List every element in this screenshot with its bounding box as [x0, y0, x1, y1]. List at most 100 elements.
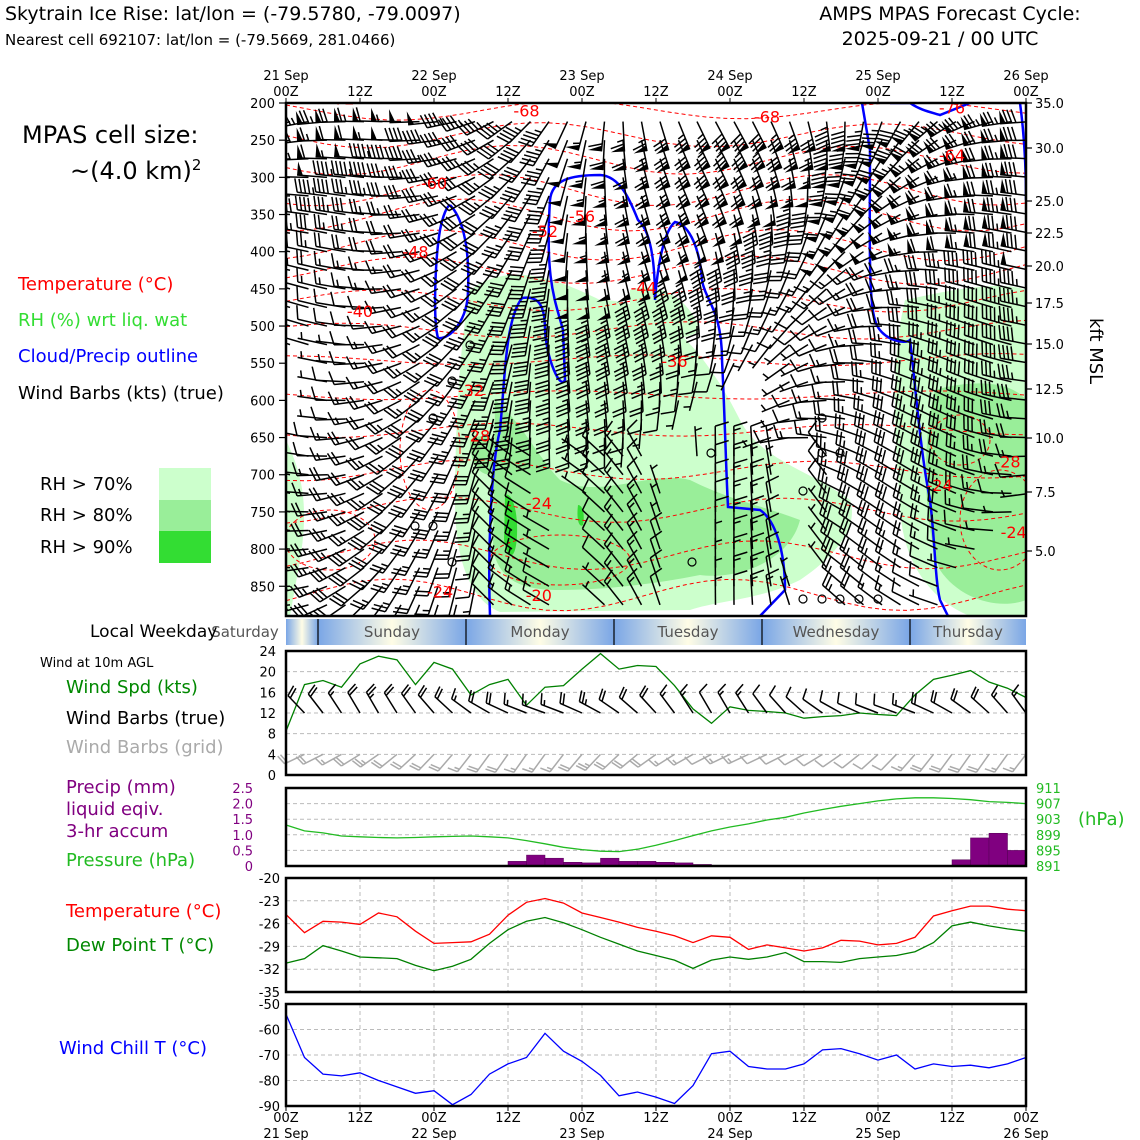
barb-full [307, 197, 311, 212]
barb-full [491, 321, 506, 325]
barb-full [839, 553, 847, 568]
barb-full [711, 133, 723, 145]
barb-flag [279, 163, 285, 177]
barb-half [766, 575, 774, 581]
barb-half [733, 427, 741, 432]
top-time-hour: 12Z [791, 85, 817, 100]
wind-barb [779, 362, 809, 377]
barb-full [614, 392, 628, 400]
barb-shaft [504, 513, 531, 532]
wind-barb [334, 142, 365, 160]
barb-full [474, 439, 489, 442]
barb-full [826, 175, 841, 179]
barb-full [980, 249, 984, 264]
wind-barb [626, 437, 643, 476]
barb-full [369, 240, 376, 254]
barb-full [460, 162, 473, 174]
wind-barb [370, 107, 402, 123]
barb-full [531, 317, 546, 322]
barb-full [403, 394, 417, 404]
barb-full [793, 419, 798, 434]
wind-barb [348, 217, 383, 234]
barb-full [388, 468, 403, 476]
wind-barb [765, 475, 780, 513]
barb-shaft [473, 251, 495, 275]
wind-barb [371, 585, 402, 613]
barb-full [467, 301, 482, 308]
barb-shaft [603, 288, 611, 319]
barb-half [371, 345, 377, 353]
surface-barb [327, 683, 343, 714]
contour-label: -24 [427, 582, 453, 601]
barb-full [464, 329, 479, 334]
barb-full [603, 550, 614, 564]
barb-half [396, 408, 403, 414]
barb-half [542, 417, 550, 421]
wind-barb [382, 362, 420, 379]
barb-full [483, 145, 496, 155]
barb-full [461, 223, 475, 233]
barb-full [626, 437, 638, 449]
barb-flag [782, 182, 796, 191]
barb-full [401, 189, 410, 203]
barb-shaft [507, 437, 513, 468]
barb-shaft [757, 307, 772, 335]
wind-barb [807, 457, 828, 494]
barb-shaft [480, 344, 495, 373]
barb-full [426, 376, 441, 384]
barb-shaft [333, 362, 365, 366]
barb-full [273, 559, 279, 572]
barb-full [405, 130, 414, 144]
barb-full [465, 241, 479, 250]
wind-barb [765, 512, 780, 550]
barb-shaft [471, 583, 495, 606]
barb-half [367, 150, 371, 159]
wind-barb [789, 343, 827, 357]
barb-full [626, 419, 638, 431]
barb-shaft [352, 230, 383, 234]
barb-full [554, 462, 569, 469]
barb-full [330, 492, 342, 505]
barb-full [708, 280, 722, 289]
barb-full [419, 256, 431, 268]
barb-full [653, 156, 667, 167]
barb-full [507, 273, 522, 277]
barb-shaft [487, 437, 513, 457]
barb-full [455, 536, 470, 539]
barb-full [420, 276, 432, 288]
barb-full [974, 252, 977, 267]
barb-shaft [805, 269, 828, 294]
barb-shaft [338, 548, 365, 567]
barb-shaft [468, 586, 476, 616]
barb-full [419, 235, 431, 247]
barb-full [827, 333, 835, 348]
barb-shaft [370, 232, 402, 236]
barb-full [369, 503, 383, 512]
wind-barb [295, 213, 328, 234]
barb-full [392, 485, 406, 493]
wind-barb [504, 500, 531, 532]
barb-full [791, 212, 806, 217]
barb-full [382, 245, 391, 259]
wind-barb [574, 251, 589, 283]
barb-shaft [764, 362, 790, 382]
barb-full [603, 457, 614, 471]
barb-half [298, 468, 302, 476]
barb-shaft [603, 450, 624, 476]
barb-shaft [603, 432, 624, 457]
wind-barb [331, 178, 365, 197]
barb-full [317, 108, 324, 123]
barb-half [535, 148, 543, 153]
wind-barb [485, 288, 513, 317]
barb-shaft [522, 533, 550, 550]
barb-full [934, 323, 938, 338]
barb-shaft [427, 176, 457, 188]
barb-full [374, 163, 381, 178]
wind-ytick-label: 12 [259, 707, 276, 722]
wind-barb [393, 604, 402, 616]
wind-barb [595, 233, 610, 265]
barb-full [488, 693, 492, 705]
barb-full [345, 417, 355, 430]
wind-barb [412, 548, 439, 578]
barb-half [748, 226, 756, 232]
